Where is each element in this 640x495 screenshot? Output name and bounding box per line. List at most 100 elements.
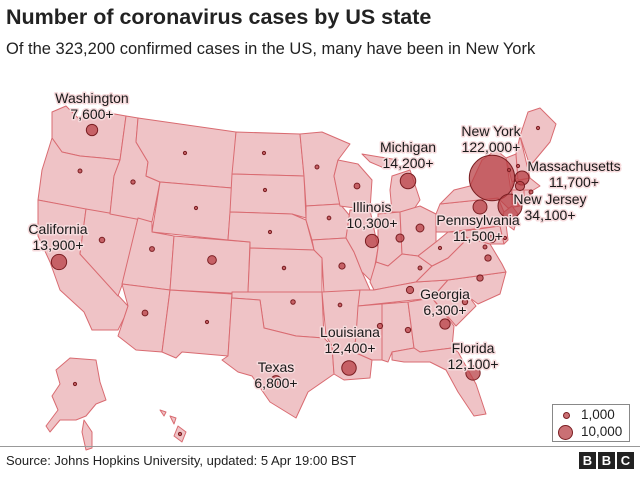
state-label-name: Pennsylvania	[436, 212, 519, 228]
state-new-mexico	[161, 289, 233, 359]
case-bubble-ohio	[415, 223, 425, 233]
case-bubble-arkansas	[337, 302, 343, 308]
case-bubble-oklahoma	[290, 299, 296, 305]
case-bubble-iowa	[326, 215, 332, 221]
state-iowa	[305, 203, 351, 241]
case-bubble-virginia	[484, 254, 492, 262]
state-label-illinois: Illinois 10,300+	[347, 199, 398, 231]
case-bubble-kansas	[281, 265, 287, 271]
case-bubble-tennessee	[405, 285, 415, 295]
state-label-name: Massachusetts	[527, 158, 620, 174]
case-bubble-missouri	[338, 262, 346, 270]
state-label-new-jersey: New Jersey 34,100+	[513, 191, 586, 223]
state-label-cases: 11,500+	[453, 228, 503, 244]
state-north-dakota	[231, 131, 305, 177]
case-bubble-maine	[535, 125, 541, 131]
case-bubble-oregon	[77, 168, 83, 174]
legend-bubble-large	[558, 425, 573, 440]
legend-row-small: 1,000	[553, 407, 629, 423]
case-bubble-florida	[465, 365, 481, 381]
state-label-cases: 14,200+	[383, 155, 434, 171]
state-label-cases: 122,000+	[462, 139, 521, 155]
state-label-washington: Washington 7,600+	[55, 90, 128, 122]
legend-bubble-small	[563, 412, 570, 419]
case-bubble-new-hampshire	[515, 163, 521, 169]
state-label-cases: 6,300+	[423, 302, 466, 318]
case-bubble-vermont	[506, 167, 512, 173]
case-bubble-mississippi	[376, 322, 384, 330]
state-labels: Washington 7,600+ California 13,900+ Michiga…	[27, 89, 622, 393]
case-bubble-nevada	[98, 236, 106, 244]
case-bubble-georgia	[439, 318, 451, 330]
bbc-logo-letter: C	[617, 452, 634, 469]
case-bubble-california	[50, 253, 68, 271]
case-bubble-delaware	[502, 235, 508, 241]
chart-subtitle: Of the 323,200 confirmed cases in the US…	[6, 40, 536, 58]
case-bubble-hawaii	[177, 431, 183, 437]
us-states	[37, 105, 557, 451]
state-label-cases: 34,100+	[525, 207, 576, 223]
state-label-name: Illinois	[353, 199, 392, 215]
state-label-pennsylvania: Pennsylvania 11,500+	[436, 212, 519, 244]
legend-row-large: 10,000	[553, 424, 629, 440]
case-bubble-washington-dc	[482, 244, 488, 250]
state-label-cases: 11,700+	[549, 174, 599, 190]
state-label-name: New Jersey	[513, 191, 586, 207]
state-label-georgia: Georgia 6,300+	[420, 286, 470, 318]
state-label-name: Florida	[452, 340, 495, 356]
case-bubble-north-dakota	[261, 150, 267, 156]
state-label-name: Georgia	[420, 286, 470, 302]
state-label-cases: 12,400+	[325, 340, 376, 356]
state-label-name: Louisiana	[320, 324, 380, 340]
state-hawaii	[159, 409, 187, 443]
case-bubble-michigan	[399, 172, 417, 190]
state-label-louisiana: Louisiana 12,400+	[320, 324, 380, 356]
case-bubbles	[50, 123, 541, 437]
chart-title: Number of coronavirus cases by US state	[6, 5, 432, 29]
case-bubble-colorado	[207, 255, 217, 265]
bbc-logo-letter: B	[579, 452, 596, 469]
legend: 1,000 10,000	[552, 404, 630, 442]
state-florida	[391, 347, 487, 417]
state-label-name: New York	[461, 123, 521, 139]
state-south-dakota	[229, 173, 307, 219]
state-label-new-york: New York 122,000+	[461, 123, 521, 155]
state-illinois	[345, 209, 379, 283]
case-bubble-rhode-island	[528, 189, 534, 195]
state-label-name: Washington	[55, 90, 128, 106]
state-label-cases: 13,900+	[33, 237, 84, 253]
case-bubble-alabama	[404, 326, 412, 334]
case-bubble-south-carolina	[461, 298, 469, 306]
state-colorado	[169, 235, 251, 295]
state-rhode-island	[523, 189, 531, 201]
source-note: Source: Johns Hopkins University, update…	[6, 453, 357, 468]
case-bubble-idaho	[130, 179, 136, 185]
state-label-cases: 7,600+	[70, 106, 113, 122]
state-arizona	[117, 283, 171, 353]
case-bubble-louisiana	[341, 360, 357, 376]
case-bubble-west-virginia	[437, 245, 443, 251]
state-label-name: Texas	[258, 359, 295, 375]
case-bubble-washington	[85, 123, 99, 137]
case-bubble-illinois	[364, 233, 380, 249]
case-bubble-texas	[270, 375, 282, 387]
legend-label-small: 1,000	[581, 407, 615, 422]
state-label-texas: Texas 6,800+	[254, 359, 297, 391]
case-bubble-new-mexico	[204, 319, 210, 325]
case-bubble-nebraska	[267, 229, 273, 235]
state-label-name: Michigan	[380, 139, 436, 155]
bbc-logo-letter: B	[598, 452, 615, 469]
state-texas	[221, 293, 335, 419]
state-label-cases: 6,800+	[254, 375, 297, 391]
case-bubble-arizona	[141, 309, 149, 317]
state-label-california: California 13,900+	[28, 221, 87, 253]
bbc-logo: B B C	[579, 452, 634, 469]
case-bubble-new-jersey	[497, 193, 523, 219]
state-label-cases: 10,300+	[347, 215, 398, 231]
case-bubble-montana	[182, 150, 188, 156]
case-bubble-alaska	[72, 381, 78, 387]
case-bubble-utah	[149, 246, 155, 252]
case-bubble-wyoming	[193, 205, 199, 211]
case-bubble-indiana	[395, 233, 405, 243]
